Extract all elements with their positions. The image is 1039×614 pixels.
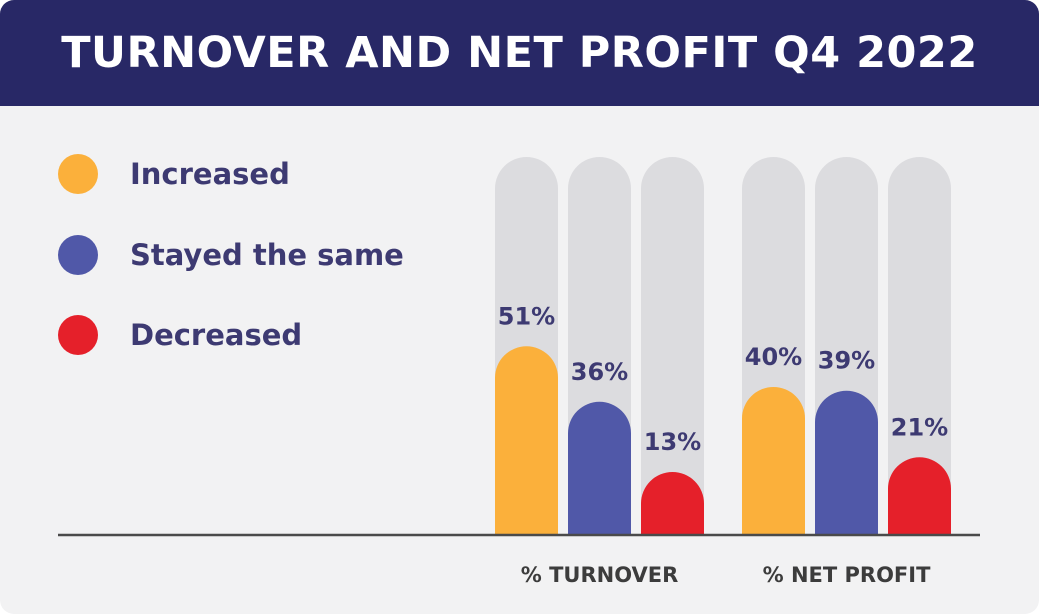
bar-label-net-profit-stayed-the-same: 39% [818, 347, 875, 375]
legend-label-decreased: Decreased [130, 318, 303, 352]
bar-label-net-profit-decreased: 21% [891, 413, 948, 441]
legend-swatch-decreased [58, 315, 98, 355]
bar-turnover-decreased [641, 472, 704, 535]
bar-net-profit-increased [742, 387, 805, 535]
bar-label-turnover-decreased: 13% [644, 428, 701, 456]
legend-label-stayed-the-same: Stayed the same [130, 238, 404, 272]
bar-label-net-profit-increased: 40% [745, 343, 802, 371]
legend-item-decreased: Decreased [58, 313, 302, 357]
bar-track-net-profit-decreased [888, 157, 951, 536]
chart-title: TURNOVER AND NET PROFIT Q4 2022 [61, 28, 978, 78]
legend-item-stayed-the-same: Stayed the same [58, 233, 404, 277]
category-label-turnover: % TURNOVER [521, 563, 679, 587]
legend-swatch-increased [58, 154, 98, 194]
category-label-net-profit: % NET PROFIT [763, 563, 931, 587]
bar-net-profit-stayed-the-same [815, 390, 878, 535]
bar-turnover-increased [495, 346, 558, 535]
bar-net-profit-decreased [888, 457, 951, 535]
bar-turnover-stayed-the-same [568, 401, 631, 535]
chart-header: TURNOVER AND NET PROFIT Q4 2022 [0, 0, 1039, 106]
bar-label-turnover-increased: 51% [498, 302, 555, 330]
legend-swatch-stayed-the-same [58, 235, 98, 275]
bar-label-turnover-stayed-the-same: 36% [571, 358, 628, 386]
legend-item-increased: Increased [58, 152, 290, 196]
legend-label-increased: Increased [130, 157, 290, 191]
bar-track-turnover-decreased [641, 157, 704, 536]
